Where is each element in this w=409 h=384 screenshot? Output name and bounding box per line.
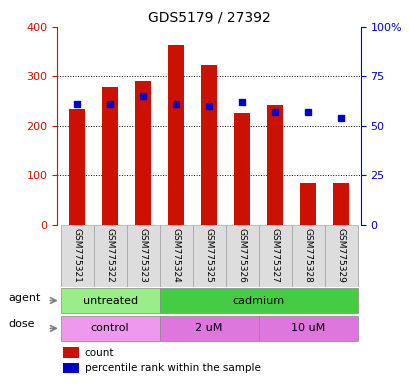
Text: dose: dose xyxy=(8,319,35,329)
Text: GSM775326: GSM775326 xyxy=(237,228,246,283)
FancyBboxPatch shape xyxy=(258,225,291,286)
Bar xyxy=(63,363,79,373)
Bar xyxy=(159,316,258,341)
FancyBboxPatch shape xyxy=(192,225,225,286)
Bar xyxy=(332,183,348,225)
Text: GSM775327: GSM775327 xyxy=(270,228,279,283)
Bar xyxy=(63,348,79,358)
FancyBboxPatch shape xyxy=(126,225,159,286)
Text: 10 uM: 10 uM xyxy=(290,323,324,333)
Bar xyxy=(61,288,159,313)
Text: GSM775322: GSM775322 xyxy=(106,228,115,283)
Bar xyxy=(69,109,85,225)
Text: GSM775325: GSM775325 xyxy=(204,228,213,283)
Bar xyxy=(266,105,283,225)
FancyBboxPatch shape xyxy=(324,225,357,286)
Bar xyxy=(299,183,315,225)
FancyBboxPatch shape xyxy=(61,225,93,286)
Text: percentile rank within the sample: percentile rank within the sample xyxy=(85,363,260,373)
FancyBboxPatch shape xyxy=(225,225,258,286)
FancyBboxPatch shape xyxy=(159,225,192,286)
Text: GSM775324: GSM775324 xyxy=(171,228,180,283)
Text: GSM775321: GSM775321 xyxy=(72,228,81,283)
Bar xyxy=(167,45,184,225)
FancyBboxPatch shape xyxy=(291,225,324,286)
Text: count: count xyxy=(85,348,114,358)
Bar xyxy=(102,87,118,225)
Bar xyxy=(135,81,151,225)
Bar xyxy=(200,66,217,225)
Text: control: control xyxy=(91,323,129,333)
FancyBboxPatch shape xyxy=(93,225,126,286)
Text: cadmium: cadmium xyxy=(232,296,284,306)
Bar xyxy=(159,288,357,313)
Text: agent: agent xyxy=(8,293,40,303)
Text: untreated: untreated xyxy=(82,296,137,306)
Text: GSM775328: GSM775328 xyxy=(303,228,312,283)
Text: 2 uM: 2 uM xyxy=(195,323,222,333)
Text: GSM775329: GSM775329 xyxy=(336,228,345,283)
Bar xyxy=(258,316,357,341)
Bar xyxy=(61,316,159,341)
Bar xyxy=(233,113,250,225)
Text: GSM775323: GSM775323 xyxy=(138,228,147,283)
Title: GDS5179 / 27392: GDS5179 / 27392 xyxy=(147,10,270,24)
